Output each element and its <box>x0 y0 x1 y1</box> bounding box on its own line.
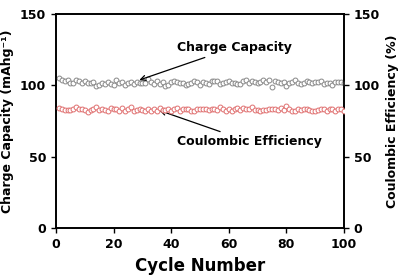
Y-axis label: Charge Capacity (mAhg⁻¹): Charge Capacity (mAhg⁻¹) <box>2 29 14 213</box>
Text: Charge Capacity: Charge Capacity <box>140 41 292 80</box>
X-axis label: Cycle Number: Cycle Number <box>135 257 265 274</box>
Text: Coulombic Efficiency: Coulombic Efficiency <box>161 110 322 148</box>
Y-axis label: Coulombic Efficiency (%): Coulombic Efficiency (%) <box>386 34 398 208</box>
